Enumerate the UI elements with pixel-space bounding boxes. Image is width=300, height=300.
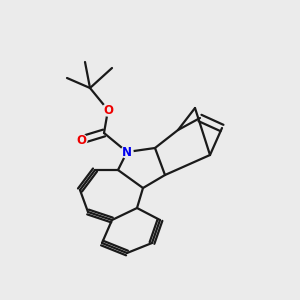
Text: O: O: [76, 134, 86, 146]
Text: N: N: [122, 146, 132, 158]
Text: O: O: [103, 103, 113, 116]
Circle shape: [102, 104, 114, 116]
Circle shape: [121, 146, 133, 158]
Circle shape: [75, 134, 87, 146]
